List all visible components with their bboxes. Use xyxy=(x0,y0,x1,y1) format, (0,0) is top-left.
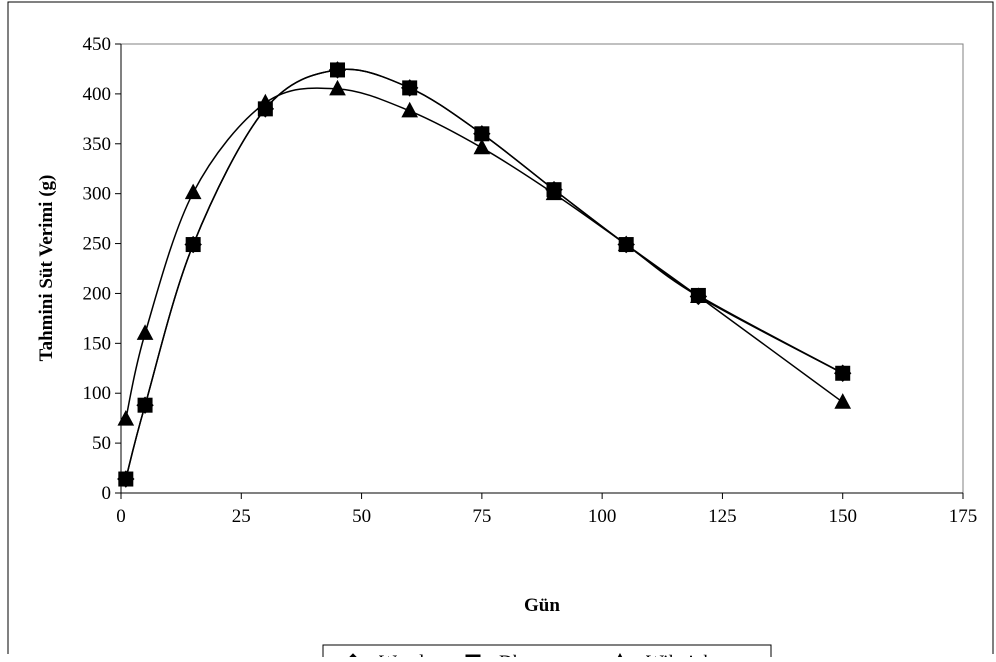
data-point-wilmink xyxy=(257,93,274,110)
y-tick-label: 0 xyxy=(102,483,112,504)
plot-area xyxy=(120,43,964,494)
data-point-wilmink xyxy=(136,324,154,340)
legend-label-wilmink: Wilmink xyxy=(646,652,713,657)
legend: Wood Dhanoa Wilmink xyxy=(322,644,772,662)
y-tick-label: 100 xyxy=(83,383,112,404)
x-tick-label: 125 xyxy=(708,506,737,527)
x-tick-label: 50 xyxy=(352,506,371,527)
data-point-dhanoa xyxy=(185,237,201,253)
y-tick-label: 150 xyxy=(83,333,112,354)
legend-label-dhanoa: Dhanoa xyxy=(499,652,559,657)
y-tick-label: 50 xyxy=(92,433,111,454)
data-point-wilmink xyxy=(184,183,202,200)
legend-label-wood: Wood xyxy=(379,652,424,657)
x-tick-label: 150 xyxy=(828,506,857,527)
axes: 0 50 100 150 200 250 300 350 400 450 0 25 50 75 100 125… xyxy=(83,34,978,527)
data-point-wilmink xyxy=(545,184,563,201)
data-point-wilmink xyxy=(617,235,635,252)
data-point-dhanoa xyxy=(474,126,490,142)
data-point-wilmink xyxy=(329,79,346,96)
series-dhanoa xyxy=(118,62,851,487)
y-tick-label: 350 xyxy=(83,134,112,155)
y-tick-label: 450 xyxy=(83,34,112,55)
data-point-wilmink xyxy=(117,410,135,426)
data-point-dhanoa xyxy=(118,471,134,487)
data-point-dhanoa xyxy=(402,80,418,96)
x-axis-title: Gün xyxy=(524,595,560,616)
y-tick-label: 200 xyxy=(83,283,112,304)
data-point-wilmink xyxy=(401,101,419,118)
data-point-wilmink xyxy=(690,287,707,303)
data-point-wilmink xyxy=(834,393,852,409)
y-axis-title: Tahmini Süt Verimi (g) xyxy=(36,175,57,362)
data-point-wilmink xyxy=(473,138,491,155)
x-tick-label: 100 xyxy=(588,506,617,527)
x-tick-label: 0 xyxy=(116,506,126,527)
x-tick-label: 75 xyxy=(472,506,491,527)
series-group xyxy=(117,61,852,488)
y-tick-label: 300 xyxy=(83,184,112,205)
x-tick-label: 175 xyxy=(949,506,978,527)
chart-border xyxy=(7,1,994,654)
x-tick-label: 25 xyxy=(232,506,251,527)
data-point-dhanoa xyxy=(835,365,851,381)
data-point-dhanoa xyxy=(330,62,346,78)
y-tick-label: 250 xyxy=(83,234,112,255)
data-point-dhanoa xyxy=(137,397,153,413)
series-wilmink xyxy=(117,79,852,426)
y-tick-label: 400 xyxy=(83,84,112,105)
